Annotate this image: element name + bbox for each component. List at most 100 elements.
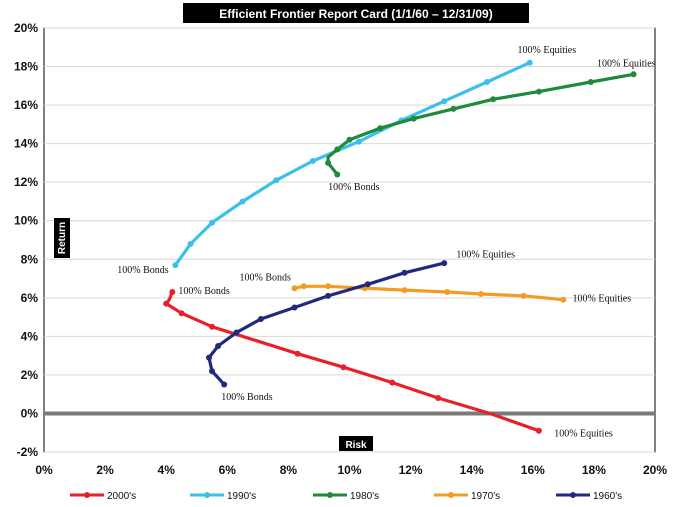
data-point: [209, 219, 215, 226]
y-tick-label: 2%: [21, 368, 39, 382]
legend: 2000's 1990's 1980's 1970's 1960's: [70, 491, 622, 502]
legend-label: 1990's: [227, 491, 256, 502]
legend-swatch-marker: [570, 492, 576, 498]
y-tick-label: -2%: [17, 445, 39, 459]
series-1980s: [325, 71, 637, 178]
y-tick-label: 18%: [14, 60, 38, 74]
series-line-2000s: [164, 290, 541, 433]
y-tick-label: 14%: [14, 137, 38, 151]
x-tick-label: 16%: [521, 463, 545, 477]
annotation-label: 100% Equities: [456, 249, 515, 260]
data-point: [206, 354, 212, 361]
tick-labels: -2% 0% 2% 4% 6% 8% 10% 12% 14% 16% 18% 20% 0% 2% 4% 6% 8…: [14, 21, 667, 477]
annotation-label: 100% Bonds: [221, 392, 273, 403]
data-point: [401, 269, 408, 276]
data-point: [535, 88, 542, 95]
legend-item: 2000's: [70, 491, 136, 502]
data-point: [587, 79, 594, 85]
x-tick-label: 14%: [460, 463, 484, 477]
data-point: [163, 300, 170, 307]
data-point: [294, 350, 301, 357]
legend-label: 1960's: [593, 491, 622, 502]
x-tick-label: 8%: [280, 463, 298, 477]
annotation-label: 100% Bonds: [240, 273, 292, 284]
legend-label: 1970's: [471, 491, 500, 502]
data-point: [257, 316, 264, 322]
data-point: [300, 283, 307, 290]
data-point: [444, 289, 451, 295]
chart-title: Efficient Frontier Report Card (1/1/60 –…: [219, 7, 492, 21]
x-tick-label: 2%: [96, 463, 114, 477]
x-tick-label: 6%: [219, 463, 237, 477]
y-axis-title-background: [54, 218, 70, 258]
series-line-1980s: [326, 72, 636, 177]
data-point: [169, 289, 176, 295]
data-point: [364, 281, 371, 288]
y-tick-label: 20%: [14, 21, 38, 35]
data-point: [221, 381, 228, 388]
data-point: [334, 146, 341, 153]
data-point: [435, 395, 442, 401]
y-tick-label: 10%: [14, 214, 38, 228]
legend-item: 1960's: [556, 491, 622, 502]
data-point: [325, 292, 332, 299]
data-point: [477, 291, 484, 297]
plot-frame: [43, 27, 656, 453]
data-point: [520, 292, 527, 299]
data-point: [526, 59, 533, 66]
x-tick-label: 10%: [337, 463, 361, 477]
data-point: [178, 310, 185, 317]
x-tick-label: 18%: [582, 463, 606, 477]
x-tick-label: 0%: [35, 463, 53, 477]
data-point: [484, 79, 490, 85]
data-point: [273, 177, 280, 184]
data-point: [215, 343, 222, 349]
grid-layer: [44, 27, 655, 453]
y-tick-label: 6%: [21, 291, 39, 305]
annotation-label: 100% Bonds: [117, 265, 169, 276]
legend-swatch-marker: [84, 492, 90, 498]
data-point: [291, 285, 298, 292]
legend-item: 1990's: [190, 491, 256, 502]
data-point: [209, 368, 215, 375]
annotation-label: 100% Equities: [518, 45, 577, 56]
data-point: [239, 198, 246, 205]
data-point: [490, 96, 497, 103]
annotation-label: 100% Equities: [554, 429, 613, 440]
legend-item: 1970's: [434, 491, 500, 502]
legend-swatch-marker: [327, 492, 333, 498]
x-tick-label: 20%: [643, 463, 667, 477]
y-tick-label: 0%: [21, 406, 39, 420]
y-tick-label: 12%: [14, 175, 38, 189]
annotation-label: 100% Bonds: [178, 286, 230, 297]
data-point: [560, 296, 567, 303]
data-point: [377, 125, 384, 132]
data-point: [630, 71, 637, 78]
y-axis-title: Return: [57, 222, 68, 254]
annotation-label: 100% Bonds: [328, 182, 380, 193]
data-point: [401, 287, 408, 294]
legend-label: 1980's: [350, 491, 379, 502]
axis-title-tags: Return Risk: [54, 218, 373, 451]
legend-label: 2000's: [107, 491, 136, 502]
legend-item: 1980's: [313, 491, 379, 502]
y-tick-label: 16%: [14, 98, 38, 112]
legend-swatch-marker: [448, 492, 454, 498]
legend-swatch-marker: [204, 492, 210, 498]
data-point: [325, 159, 332, 166]
x-tick-label: 4%: [158, 463, 176, 477]
x-tick-label: 12%: [399, 463, 423, 477]
data-point: [340, 364, 347, 371]
y-tick-label: 8%: [21, 252, 39, 266]
data-point: [334, 171, 341, 178]
series-1960s: [206, 260, 448, 388]
x-axis-title-background: [339, 436, 373, 451]
title-banner: Efficient Frontier Report Card (1/1/60 –…: [183, 3, 529, 23]
data-point: [172, 262, 179, 269]
data-point: [450, 105, 457, 112]
data-point: [346, 136, 353, 143]
data-point: [233, 329, 240, 336]
data-point: [441, 260, 448, 267]
